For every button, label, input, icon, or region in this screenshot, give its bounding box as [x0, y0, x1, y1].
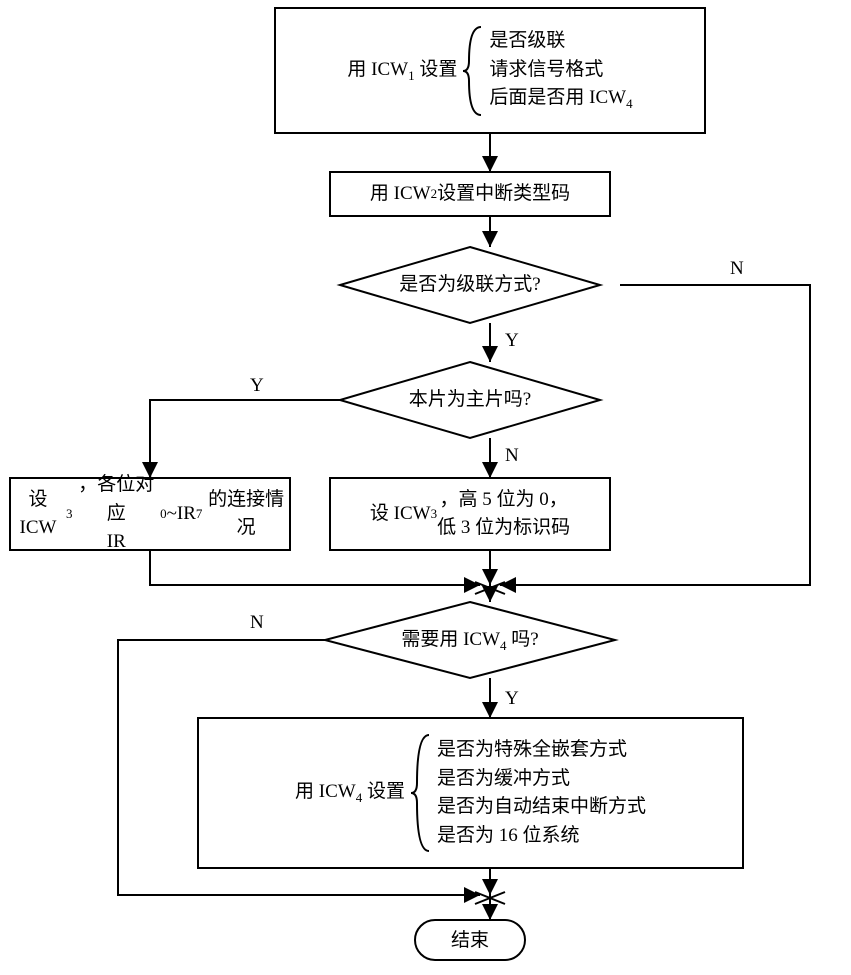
brace-icon [411, 733, 433, 853]
edge [150, 550, 480, 585]
brace-item: 请求信号格式 [489, 56, 632, 85]
node-label: 设 ICW3，各位对应IR0~IR7 的连接情况 [10, 478, 290, 550]
brace-item: 是否级联 [489, 27, 632, 56]
edge-label: Y [505, 688, 519, 710]
brace-prefix: 用 ICW1 设置 [347, 56, 457, 85]
brace-items: 是否为特殊全嵌套方式是否为缓冲方式是否为自动结束中断方式是否为 16 位系统 [437, 736, 646, 850]
brace-items: 是否级联请求信号格式后面是否用 ICW4 [489, 27, 632, 113]
node-label-brace: 用 ICW1 设置 是否级联请求信号格式后面是否用 ICW4 [275, 8, 705, 133]
brace-icon [463, 25, 485, 117]
edge-label: N [730, 258, 744, 280]
node-label: 需要用 ICW4 吗? [325, 626, 615, 655]
edge [150, 400, 358, 478]
edge-label: Y [250, 375, 264, 397]
edge-label: N [505, 445, 519, 467]
edge-label: N [250, 612, 264, 634]
brace-item: 是否为特殊全嵌套方式 [437, 736, 646, 765]
node-label: 用 ICW2 设置中断类型码 [330, 172, 610, 216]
node-label: 结束 [415, 927, 525, 956]
node-label-brace: 用 ICW4 设置 是否为特殊全嵌套方式是否为缓冲方式是否为自动结束中断方式是否为… [198, 718, 743, 868]
node-label: 是否为级联方式? [340, 271, 600, 300]
brace-item: 是否为自动结束中断方式 [437, 793, 646, 822]
node-label: 设 ICW3，高 5 位为 0，低 3 位为标识码 [330, 478, 610, 550]
brace-prefix: 用 ICW4 设置 [295, 778, 405, 807]
brace-item: 是否为缓冲方式 [437, 765, 646, 794]
brace-item: 是否为 16 位系统 [437, 822, 646, 851]
node-label: 本片为主片吗? [340, 386, 600, 415]
brace-item: 后面是否用 ICW4 [489, 84, 632, 113]
edge-label: Y [505, 330, 519, 352]
